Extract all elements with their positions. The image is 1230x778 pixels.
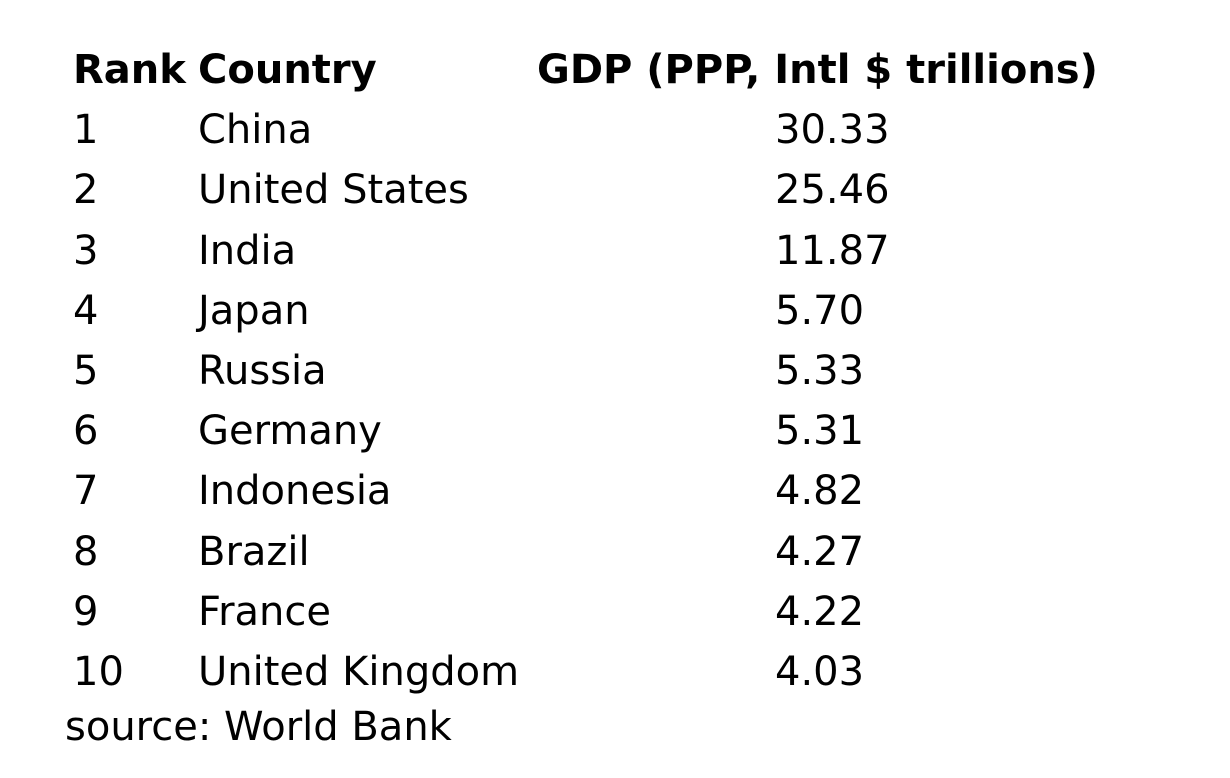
country-cell: Russia: [198, 348, 327, 395]
rank-cell: 8: [73, 528, 99, 575]
rank-cell: 10: [73, 648, 124, 695]
country-cell: United Kingdom: [198, 648, 520, 695]
header-country: Country: [198, 47, 377, 94]
table-row: 6 Germany 5.31: [73, 401, 1137, 461]
table-row: 9 France 4.22: [73, 582, 1137, 642]
header-row: Rank Country GDP (PPP, Intl $ trillions): [73, 40, 1137, 100]
gdp-value-cell: 4.03: [775, 648, 865, 695]
country-cell: Indonesia: [198, 468, 392, 515]
header-rank: Rank: [73, 47, 186, 94]
table-row: 3 India 11.87: [73, 221, 1137, 281]
gdp-value-cell: 4.22: [775, 588, 865, 635]
gdp-value-cell: 5.31: [775, 408, 865, 455]
country-cell: China: [198, 107, 313, 154]
country-cell: Germany: [198, 408, 382, 455]
table-row: 7 Indonesia 4.82: [73, 461, 1137, 521]
gdp-value-cell: 25.46: [775, 167, 890, 214]
rank-cell: 7: [73, 468, 99, 515]
rank-cell: 3: [73, 227, 99, 274]
country-cell: France: [198, 588, 332, 635]
country-cell: United States: [198, 167, 469, 214]
table-row: 1 China 30.33: [73, 100, 1137, 160]
country-cell: India: [198, 227, 297, 274]
table-row: 10 United Kingdom 4.03: [73, 642, 1137, 702]
table-row: 4 Japan 5.70: [73, 281, 1137, 341]
table-row: 2 United States 25.46: [73, 160, 1137, 220]
rank-cell: 6: [73, 408, 99, 455]
gdp-value-cell: 5.33: [775, 348, 865, 395]
country-cell: Japan: [198, 287, 310, 334]
source-note: source: World Bank: [65, 704, 452, 750]
table-row: 5 Russia 5.33: [73, 341, 1137, 401]
gdp-value-cell: 4.82: [775, 468, 865, 515]
gdp-value-cell: 5.70: [775, 287, 865, 334]
header-gdp: GDP (PPP, Intl $ trillions): [537, 47, 1098, 94]
rank-cell: 5: [73, 348, 99, 395]
gdp-value-cell: 4.27: [775, 528, 865, 575]
gdp-ranking-table: Rank Country GDP (PPP, Intl $ trillions)…: [73, 40, 1137, 702]
table-row: 8 Brazil 4.27: [73, 522, 1137, 582]
rank-cell: 4: [73, 287, 99, 334]
gdp-value-cell: 11.87: [775, 227, 890, 274]
rank-cell: 9: [73, 588, 99, 635]
table-body: 1 China 30.33 2 United States 25.46 3 India 11.8…: [73, 100, 1137, 702]
rank-cell: 1: [73, 107, 99, 154]
country-cell: Brazil: [198, 528, 310, 575]
rank-cell: 2: [73, 167, 99, 214]
gdp-value-cell: 30.33: [775, 107, 890, 154]
